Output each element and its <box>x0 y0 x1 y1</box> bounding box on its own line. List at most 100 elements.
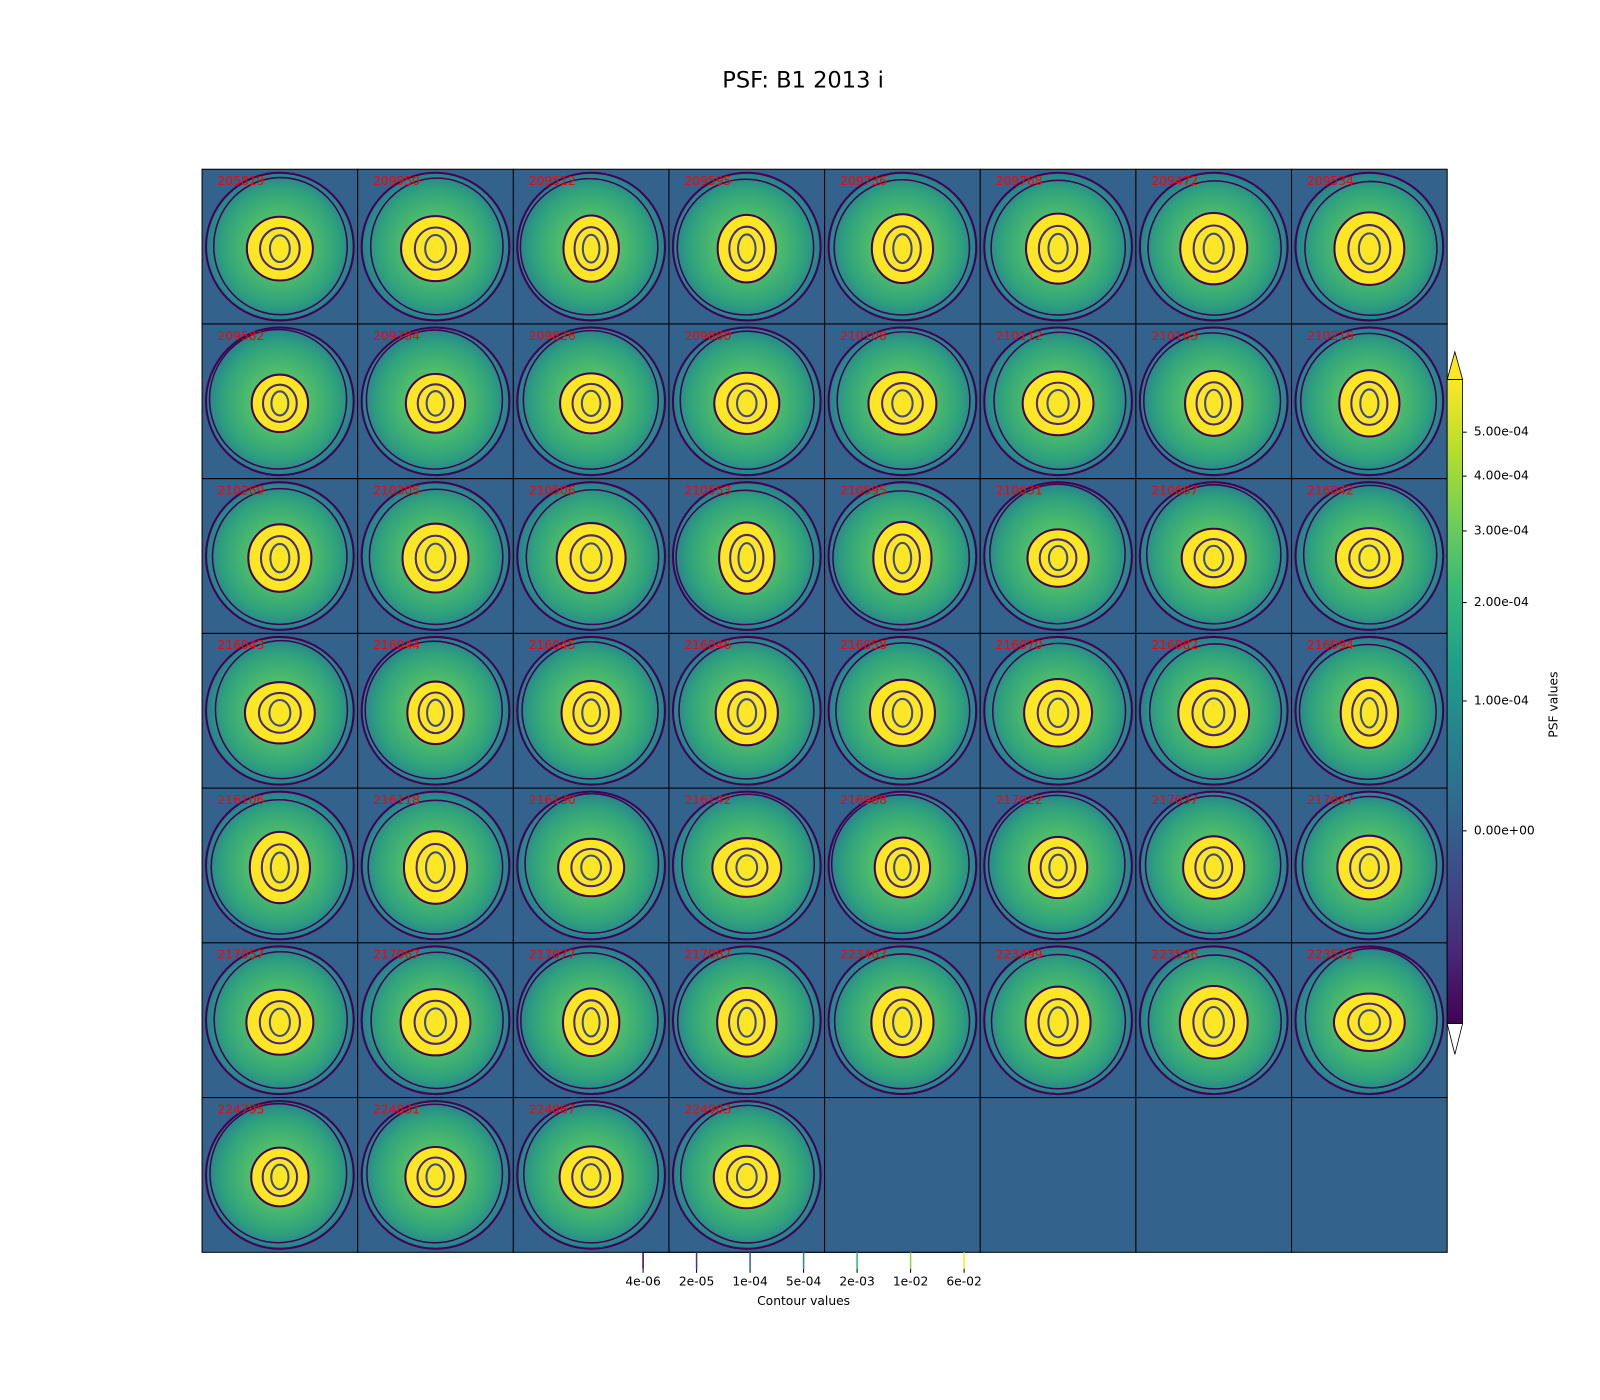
panel-label: 217037 <box>1151 793 1198 807</box>
psf-core <box>872 520 933 596</box>
contour-mid <box>1351 689 1388 737</box>
contour-outer <box>360 790 511 941</box>
contour-low <box>365 329 504 470</box>
panel-label: 217047 <box>1307 793 1354 807</box>
contour-low <box>366 1103 504 1244</box>
contour-mid <box>1037 998 1079 1047</box>
contour-outer <box>360 171 511 322</box>
panel-label: 209768 <box>996 174 1043 188</box>
contour-outer <box>1138 326 1289 477</box>
contour-outer <box>1294 790 1445 941</box>
contour-mid <box>260 843 299 892</box>
contour-outer <box>827 171 978 322</box>
contour-high <box>580 389 602 417</box>
contour-mid <box>881 690 923 736</box>
contour-low <box>1301 795 1438 935</box>
colorbar-tick-label: 5.00e-04 <box>1474 425 1529 439</box>
psf-core <box>716 213 777 284</box>
contour-low <box>522 1104 660 1244</box>
contour-outer <box>1138 481 1289 631</box>
panel-label: 216988 <box>840 793 887 807</box>
psf-core <box>1182 835 1246 900</box>
contour-mid <box>261 383 298 424</box>
psf-core <box>406 680 465 746</box>
contour-low <box>210 799 348 935</box>
contour-tick-label: 1e-02 <box>893 1275 928 1289</box>
contour-high <box>268 1007 291 1037</box>
contour-high <box>424 542 447 574</box>
contour-high <box>269 851 290 884</box>
contour-low <box>676 952 815 1090</box>
contour-high <box>892 233 913 265</box>
panel-label: 210163 <box>1151 329 1198 343</box>
contour-mid <box>725 1155 768 1199</box>
contour-high <box>735 854 759 881</box>
panel-label: 217077 <box>529 948 576 962</box>
contour-low <box>1302 484 1438 625</box>
contour-mid <box>728 225 766 272</box>
psf-core <box>716 986 778 1058</box>
contour-low <box>369 177 504 316</box>
contour-low <box>211 487 348 626</box>
contour-outer <box>671 326 822 477</box>
psf-core <box>559 372 624 435</box>
contour-tick-label: 1e-04 <box>732 1275 768 1289</box>
contour-low <box>1147 180 1282 316</box>
contour-mid <box>258 1000 301 1045</box>
contour-mid <box>571 1156 612 1198</box>
colorbar-frame <box>1446 379 1463 1024</box>
psf-core <box>557 837 626 898</box>
contour-high <box>736 389 758 418</box>
contour-outer <box>671 945 822 1096</box>
contour-high <box>270 1163 290 1191</box>
panel-label: 216118 <box>373 793 420 807</box>
contour-low <box>678 641 815 780</box>
contour-outer <box>1138 635 1289 786</box>
contour-low <box>681 793 816 935</box>
contour-bar: 4e-06 2e-05 1e-04 5e-04 2e-03 1e-02 6e-02 Conto… <box>625 1251 982 1308</box>
contour-low <box>679 1104 815 1244</box>
contour-bar-label: Contour values <box>757 1294 850 1308</box>
contour-tick-label: 4e-06 <box>625 1275 661 1289</box>
contour-high <box>1047 232 1069 265</box>
contour-low <box>835 642 971 780</box>
contour-outer <box>1294 635 1445 786</box>
contour-mid <box>261 1156 299 1198</box>
panel-label: 210112 <box>996 329 1043 343</box>
contour-high <box>892 541 913 575</box>
panel-label: 223572 <box>1307 948 1354 962</box>
panel-label: 209826 <box>529 329 576 343</box>
contour-low <box>522 329 660 470</box>
psf-core <box>1338 369 1401 438</box>
contour-outer <box>671 481 822 631</box>
contour-outer <box>516 326 667 477</box>
contour-low <box>992 642 1127 780</box>
contour-outer <box>827 326 978 477</box>
contour-mid <box>413 226 458 271</box>
contour-outer <box>1138 945 1289 1096</box>
contour-outer <box>1294 481 1445 631</box>
panel-label: 210631 <box>996 483 1043 497</box>
psf-core <box>404 1145 467 1209</box>
contour-outer <box>671 171 822 322</box>
contour-mid <box>883 225 922 273</box>
contour-mid <box>1037 224 1079 273</box>
contour-mid <box>415 842 456 893</box>
colorbar: 0.00e+00 1.00e-04 2.00e-04 3.00e-04 4.00e-04… <box>1446 350 1560 1055</box>
contour-mid <box>1194 846 1234 889</box>
psf-core <box>1333 211 1406 286</box>
panel-label: 210667 <box>1151 483 1198 497</box>
psf-core <box>711 837 783 898</box>
contour-mid <box>1193 537 1234 579</box>
contour-low <box>676 178 815 316</box>
contour-mid <box>573 226 609 272</box>
contour-mid <box>1347 224 1392 274</box>
contour-low <box>1145 484 1282 625</box>
contour-mid <box>1348 537 1391 579</box>
panel-label: 210108 <box>840 329 887 343</box>
contour-low <box>1304 180 1438 317</box>
panel-background <box>1135 1097 1293 1253</box>
contour-high <box>1359 388 1380 419</box>
panel-label: 210305 <box>373 483 420 497</box>
psf-core <box>250 373 310 434</box>
